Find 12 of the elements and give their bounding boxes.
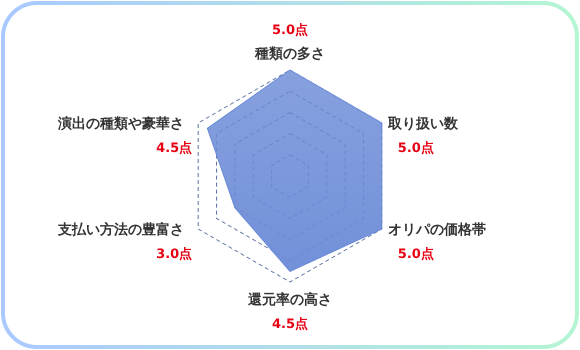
spoke-label: 種類の多さ <box>254 46 325 62</box>
text: 5.0点 <box>272 22 308 38</box>
spoke-label: 還元率の高さ <box>247 291 332 308</box>
text: 3.0点 <box>156 246 192 262</box>
spoke-label: 支払い方法の豊富さ <box>57 221 184 238</box>
text: 4.5点 <box>272 316 308 332</box>
spoke-label: 演出の種類や豪華さ <box>57 115 184 132</box>
spoke-label: 取り扱い数 <box>386 116 459 132</box>
text: 4.5点 <box>156 140 192 156</box>
text: 5.0点 <box>398 246 434 262</box>
text: 5.0点 <box>398 140 434 156</box>
spoke-label: オリパの価格帯 <box>388 222 486 238</box>
